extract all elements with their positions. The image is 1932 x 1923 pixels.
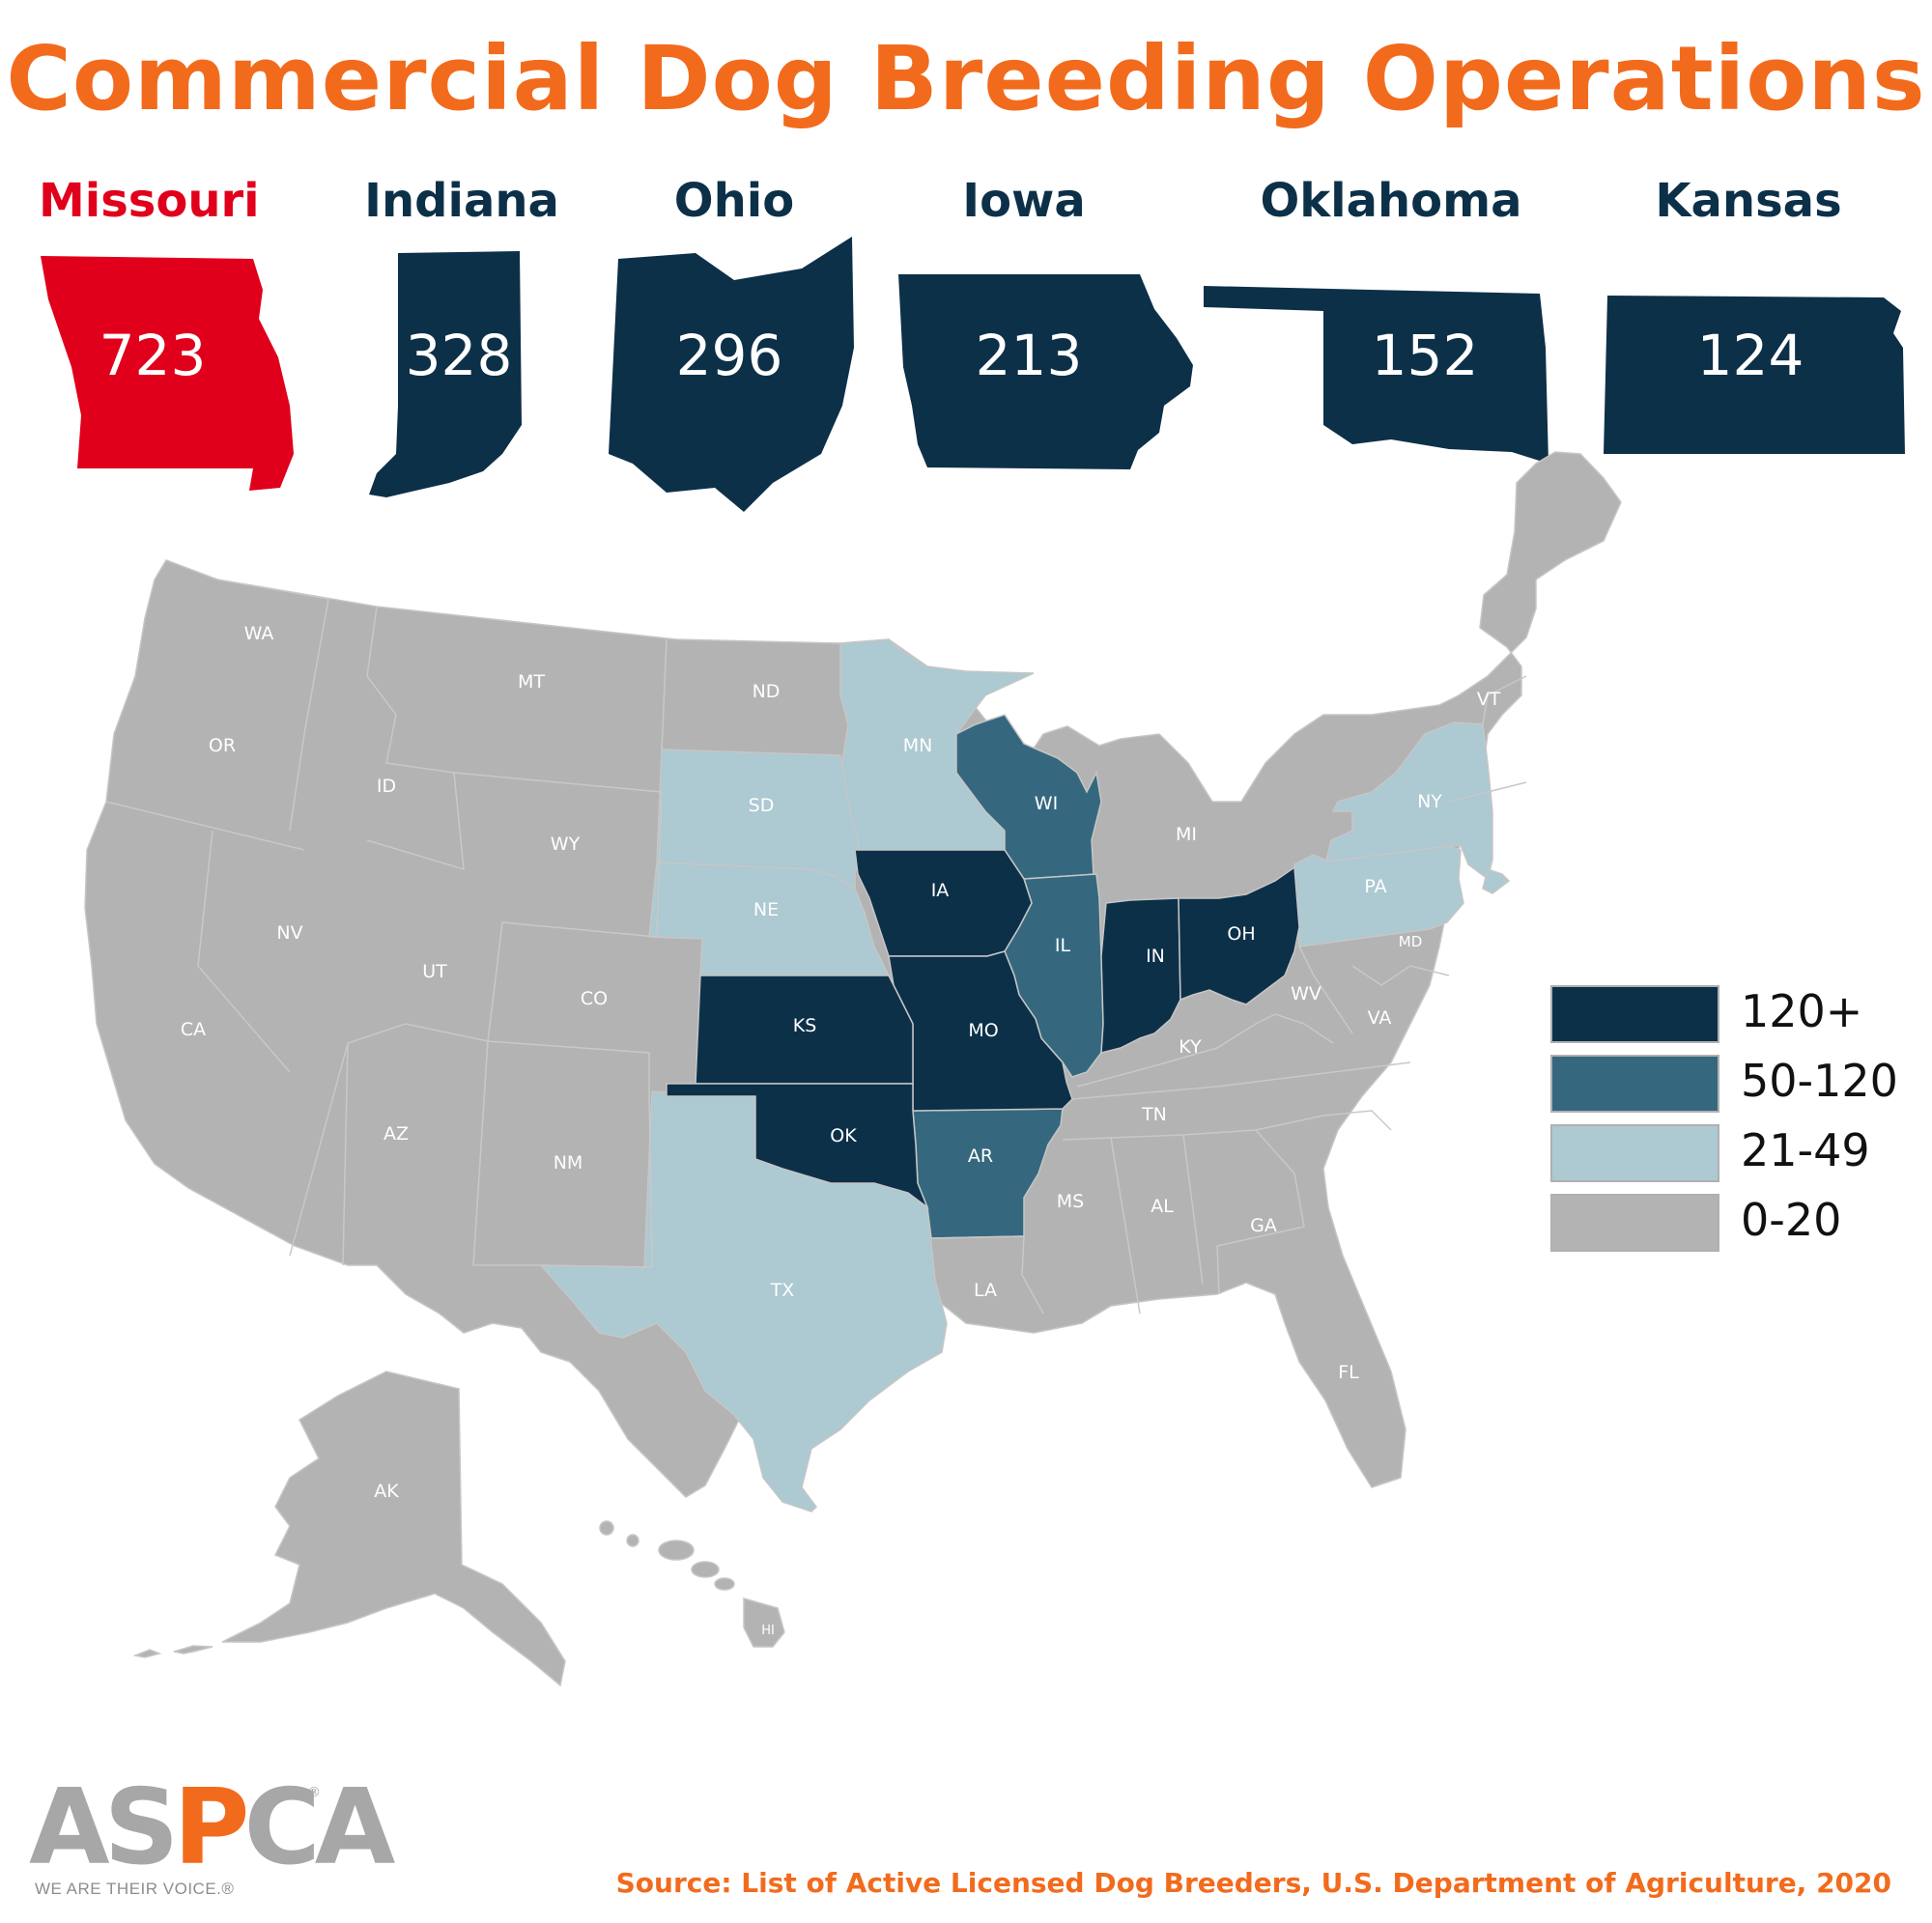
state-label-ms: MS: [1057, 1191, 1084, 1212]
state-label-ak: AK: [374, 1481, 399, 1502]
iowa-count: 213: [976, 323, 1083, 388]
alaska-islands: [132, 1645, 213, 1658]
state-label-ut: UT: [422, 961, 447, 982]
state-label-mt: MT: [518, 671, 545, 693]
us-map: [84, 451, 1622, 1687]
state-shape-in: [1100, 897, 1181, 1054]
oklahoma-count: 152: [1372, 323, 1479, 388]
state-label-nh: NH: [1507, 749, 1535, 771]
state-label-nm: NM: [554, 1152, 583, 1174]
legend-swatch-50-120: [1550, 1055, 1719, 1113]
state-label-ia: IA: [931, 880, 950, 901]
top-state-name-missouri: Missouri: [39, 174, 260, 228]
state-label-nj: NJ: [1468, 893, 1485, 912]
state-label-ri: RI: [1534, 823, 1544, 834]
state-shape-ok: [666, 1083, 929, 1210]
state-label-wi: WI: [1035, 793, 1058, 814]
state-label-ma: MA: [1517, 790, 1545, 811]
indiana-shape: 328: [369, 251, 522, 497]
top-state-name-oklahoma: Oklahoma: [1260, 174, 1522, 228]
state-shape-hi: [599, 1520, 785, 1648]
state-label-fl: FL: [1338, 1362, 1359, 1383]
state-label-va: VA: [1368, 1007, 1392, 1029]
legend-label-120-plus: 120+: [1741, 985, 1863, 1037]
legend-label-0-20: 0-20: [1741, 1194, 1842, 1246]
state-label-ny: NY: [1417, 791, 1442, 812]
iowa-shape: 213: [898, 274, 1193, 469]
state-label-nv: NV: [276, 922, 302, 944]
state-label-wa: WA: [244, 623, 274, 644]
state-shape-nj-tail: [1482, 868, 1511, 894]
kansas-count: 124: [1697, 323, 1804, 388]
aspca-logo: ASPCA: [29, 1767, 395, 1888]
ohio-shape: 296: [609, 237, 854, 512]
top-state-name-iowa: Iowa: [962, 174, 1086, 228]
legend-label-21-49: 21-49: [1741, 1124, 1870, 1176]
state-label-la: LA: [974, 1280, 997, 1301]
state-label-de: DE: [1454, 954, 1468, 967]
state-label-ga: GA: [1250, 1215, 1277, 1236]
state-label-il: IL: [1055, 935, 1071, 956]
state-shape-ne: [648, 862, 891, 976]
state-label-sd: SD: [749, 795, 775, 816]
missouri-count: 723: [99, 323, 207, 388]
state-shape-oh: [1178, 865, 1300, 1005]
state-label-ok: OK: [830, 1125, 857, 1146]
state-shape-pa: [1293, 845, 1464, 947]
state-label-me: ME: [1551, 665, 1578, 686]
state-label-az: AZ: [384, 1123, 409, 1145]
ohio-count: 296: [676, 323, 783, 388]
state-label-mi: MI: [1176, 824, 1197, 845]
state-label-wy: WY: [551, 834, 581, 855]
top-state-name-ohio: Ohio: [673, 174, 795, 228]
state-label-ct: CT: [1498, 822, 1522, 843]
state-label-oh: OH: [1227, 923, 1255, 945]
logo-registered-mark: ®: [307, 1785, 321, 1800]
legend-swatch-120-plus: [1550, 985, 1719, 1043]
state-label-in: IN: [1146, 946, 1165, 967]
state-label-nc: NC: [1378, 1082, 1404, 1103]
state-label-vt: VT: [1477, 689, 1501, 710]
state-label-or: OR: [209, 735, 236, 756]
state-label-pa: PA: [1364, 876, 1386, 897]
state-label-al: AL: [1151, 1196, 1174, 1217]
oklahoma-shape: 152: [1204, 286, 1548, 464]
kansas-shape: 124: [1604, 296, 1905, 454]
top-state-shapes: 723 328 296 213 152 124: [41, 237, 1905, 512]
legend-label-50-120: 50-120: [1741, 1055, 1898, 1107]
missouri-shape: 723: [41, 256, 294, 491]
state-label-sc: SC: [1328, 1157, 1352, 1178]
state-label-ks: KS: [793, 1015, 817, 1036]
indiana-count: 328: [406, 323, 513, 388]
state-label-id: ID: [377, 776, 396, 797]
page-title: Commercial Dog Breeding Operations: [6, 27, 1926, 130]
state-shape-wi: [955, 714, 1102, 880]
state-borders: [105, 579, 1527, 1315]
source-citation: Source: List of Active Licensed Dog Bree…: [615, 1867, 1891, 1899]
state-label-ca: CA: [181, 1019, 206, 1040]
state-label-ne: NE: [753, 899, 779, 920]
state-label-wv: WV: [1291, 983, 1321, 1004]
state-labels: WA OR CA ID NV MT WY UT AZ CO NM ND SD N…: [181, 623, 1578, 1638]
state-label-ky: KY: [1179, 1036, 1202, 1058]
state-label-co: CO: [581, 988, 608, 1009]
state-label-nd: ND: [753, 681, 781, 702]
legend-swatch-0-20: [1550, 1194, 1719, 1252]
state-label-tx: TX: [770, 1280, 795, 1301]
state-label-mn: MN: [903, 735, 933, 756]
state-label-mo: MO: [968, 1020, 998, 1041]
state-label-ar: AR: [968, 1145, 993, 1167]
state-label-md: MD: [1399, 933, 1423, 950]
legend-swatch-21-49: [1550, 1124, 1719, 1182]
state-shape-ak: [221, 1371, 566, 1687]
top-state-name-kansas: Kansas: [1655, 174, 1842, 228]
state-label-tn: TN: [1141, 1104, 1167, 1125]
top-state-name-indiana: Indiana: [364, 174, 559, 228]
state-label-hi: HI: [761, 1624, 775, 1638]
logo-tagline: WE ARE THEIR VOICE.®: [35, 1880, 235, 1898]
